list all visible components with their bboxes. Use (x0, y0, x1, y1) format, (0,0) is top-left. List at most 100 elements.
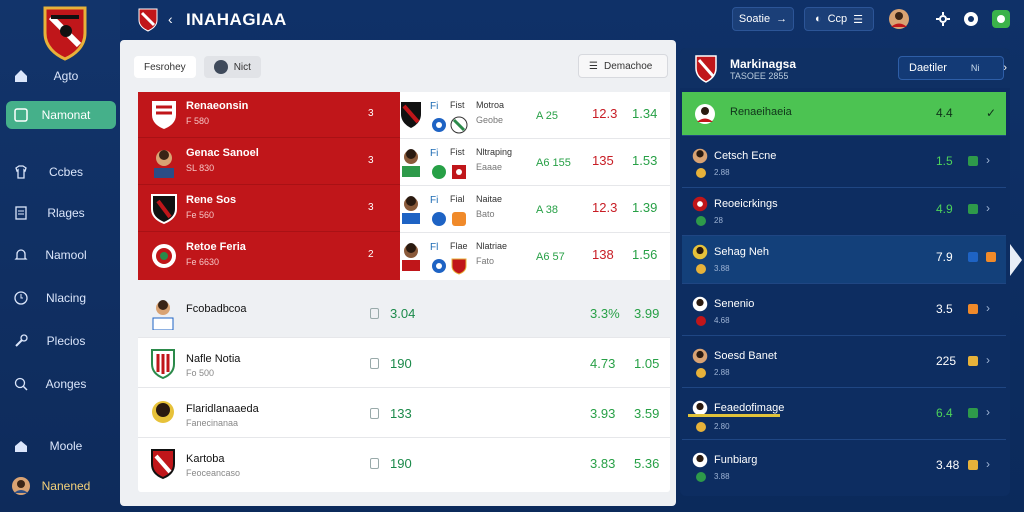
table-row[interactable]: Fl Flae Nlatriae Fato A6 57 138 1.56 (400, 233, 670, 280)
player-sub: F 580 (186, 116, 210, 126)
market-panel: Markinagsa TASOEE 2855 Daetiler Ni › Ren… (680, 48, 1010, 496)
app-icon[interactable] (990, 8, 1012, 30)
clock-icon (6, 290, 36, 306)
list-item[interactable]: Rene Sos Fe 560 3 (138, 186, 400, 232)
club-crest-icon[interactable] (138, 8, 158, 32)
list-item[interactable]: Genac Sanoel SL 830 3 (138, 139, 400, 185)
avatar-icon (692, 400, 708, 416)
sidebar-item-label: Plecios (46, 334, 86, 348)
sidebar-item-moole[interactable]: Moole (6, 432, 116, 460)
avatar-icon (692, 296, 708, 312)
market-value: 7.9 (936, 250, 953, 264)
sidebar-item-rlages[interactable]: Rlages (6, 199, 116, 227)
sort-label: Demachoe (603, 60, 653, 72)
list-item[interactable]: Sehag Neh 3.88 7.9 (682, 236, 1006, 284)
check-icon[interactable]: ✓ (986, 106, 997, 120)
sidebar-item-namool[interactable]: Namool (6, 241, 116, 269)
list-item[interactable]: Feaedofimage 2.80 6.4 › (682, 392, 1006, 440)
player-list: Fcobadbcoa 3.04 3.3% 3.99 Nafle Notia Fo… (138, 290, 670, 492)
progress-bar (688, 414, 780, 417)
back-chevron-icon[interactable]: ‹ (168, 11, 173, 27)
filter-button[interactable]: ◐ Ccp ☰ (804, 7, 874, 31)
table-row[interactable]: Fi Fist Motroa Geobe A 25 12.3 1.34 (400, 92, 670, 139)
avatar-icon (154, 149, 174, 178)
player-name: Cetsch Ecne (714, 150, 777, 162)
market-value: 3.5 (936, 302, 953, 316)
list-item[interactable]: Funbiarg 3.88 3.48 › (682, 444, 1006, 492)
list-item[interactable]: Flaridlanaaeda Fanecinanaa 133 3.93 3.59 (138, 390, 670, 438)
list-item[interactable]: Cetsch Ecne 2.88 1.5 › (682, 140, 1006, 188)
list-item[interactable]: Nafle Notia Fo 500 190 4.73 1.05 (138, 340, 670, 388)
club-crest-icon (152, 244, 176, 268)
chevron-right-icon[interactable]: › (986, 201, 990, 215)
chevron-right-icon[interactable]: › (986, 153, 990, 167)
player-sub: 3.88 (714, 472, 730, 481)
table-row[interactable]: Fi Fial Naitae Bato A 38 12.3 1.39 (400, 186, 670, 233)
search-icon (6, 376, 36, 392)
player-sub: Fanecinanaa (186, 418, 239, 428)
sidebar-item-aonges[interactable]: Aonges (6, 370, 116, 398)
avatar-icon (402, 196, 420, 224)
search-button[interactable]: Soatie → (732, 7, 794, 31)
cell-v3: 1.53 (632, 153, 658, 168)
club-crest-icon[interactable] (42, 5, 88, 61)
chevron-right-icon[interactable]: › (986, 353, 990, 367)
sidebar-item-home[interactable]: Agto (6, 62, 116, 90)
toggle-chip[interactable]: Nict (203, 56, 261, 78)
featured-list: Renaeonsin F 580 3 Genac Sanoel SL 830 3… (138, 92, 400, 280)
club-crest-icon (692, 196, 708, 212)
sidebar-item-ccbes[interactable]: Ccbes (6, 158, 116, 186)
list-item[interactable]: Retoe Feria Fe 6630 2 (138, 233, 400, 279)
status-dot (696, 472, 706, 482)
player-name: Nafle Notia (186, 353, 241, 365)
player-name: Senenio (714, 298, 755, 310)
list-item[interactable]: Renaeihaeia 4.4 ✓ (682, 92, 1006, 136)
sidebar-item-namonat[interactable]: Namonat (6, 101, 116, 129)
details-dropdown[interactable]: Daetiler Ni › (898, 56, 1007, 80)
status-badge (968, 156, 978, 166)
profile-avatar[interactable] (888, 8, 910, 30)
table-row[interactable]: Fi Fist Nltraping Eaaae A6 155 135 1.53 (400, 139, 670, 186)
chevron-right-icon[interactable]: › (986, 405, 990, 419)
sidebar-item-plecios[interactable]: Plecios (6, 327, 116, 355)
cell-v2: 135 (592, 153, 614, 168)
house-icon (6, 438, 36, 454)
list-item[interactable]: Reoeicrkings 28 4.9 › (682, 188, 1006, 236)
chevron-right-icon[interactable]: › (986, 301, 990, 315)
details-extra: Ni (970, 63, 980, 73)
club-crest-icon (401, 102, 421, 128)
list-item[interactable]: Fcobadbcoa 3.04 3.3% 3.99 (138, 290, 670, 338)
next-arrow-icon[interactable] (1010, 244, 1022, 276)
chart-icon (6, 108, 36, 122)
list-item[interactable]: Senenio 4.68 3.5 › (682, 288, 1006, 336)
stat-value: 3.59 (634, 406, 660, 421)
market-value: 4.9 (936, 202, 953, 216)
list-item[interactable]: Soesd Banet 2.88 225 › (682, 340, 1006, 388)
sidebar-item-profile[interactable]: Nanened (6, 472, 116, 500)
filter-chip[interactable]: Fesrohey (134, 56, 196, 78)
status-dot (696, 216, 706, 226)
club-crest-icon (451, 258, 467, 275)
gear-icon[interactable] (932, 8, 954, 30)
club-crest-icon (151, 449, 175, 480)
record-icon[interactable] (960, 8, 982, 30)
panel-header: Markinagsa TASOEE 2855 Daetiler Ni › (680, 48, 1010, 88)
stat-icon (370, 308, 379, 319)
player-name: Kartoba (186, 453, 225, 465)
chevron-right-icon[interactable]: › (986, 457, 990, 471)
list-item[interactable]: Kartoba Feoceancaso 190 3.83 5.36 (138, 440, 670, 488)
status-badge (968, 252, 978, 262)
bell-icon (6, 247, 36, 263)
filter-row: Fesrohey Nict (134, 56, 261, 78)
club-crest-icon (695, 55, 717, 83)
stat-value: 1.05 (634, 356, 660, 371)
flag-icon (432, 212, 446, 226)
cell-d: Geobe (476, 115, 504, 125)
sort-dropdown[interactable]: ☰ Demachoe (578, 54, 668, 78)
list-item[interactable]: Renaeonsin F 580 3 (138, 92, 400, 138)
list-icon: ☰ (589, 60, 598, 72)
sidebar-item-nlacing[interactable]: Nlacing (6, 284, 116, 312)
arrow-right-icon: → (776, 13, 788, 25)
player-sub: 2.88 (714, 168, 730, 177)
player-name: Retoe Feria (186, 241, 246, 253)
